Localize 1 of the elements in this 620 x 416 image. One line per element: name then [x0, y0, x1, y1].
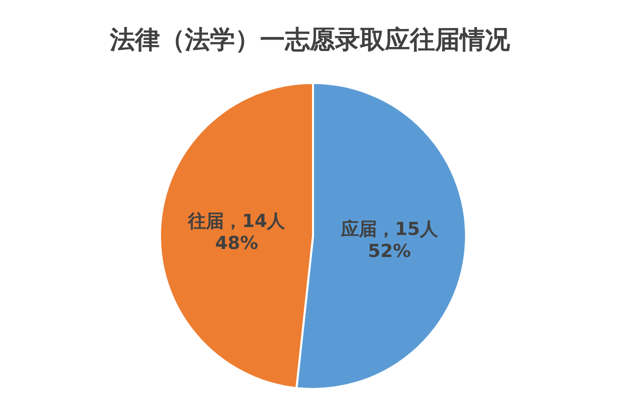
- chart-title: 法律（法学）一志愿录取应往届情况: [109, 25, 511, 54]
